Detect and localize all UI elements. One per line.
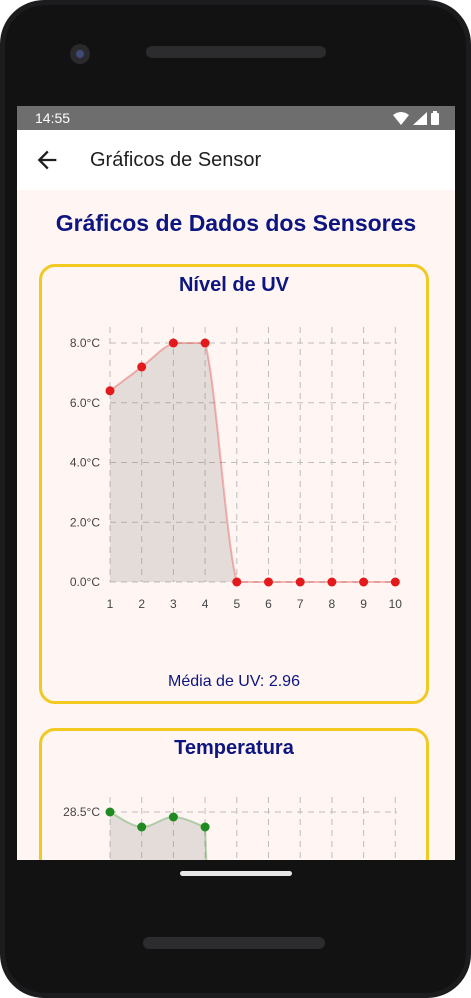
status-icons — [393, 111, 439, 125]
uv-area — [110, 343, 396, 582]
uv-x-tick-label: 8 — [329, 597, 336, 611]
uv-data-point — [200, 338, 210, 348]
uv-x-tick-label: 6 — [265, 597, 272, 611]
page-title: Gráficos de Dados dos Sensores — [55, 210, 417, 236]
uv-chart-card: Nível de UV 0.0°C 2.0°C 4.0°C 6.0°C 8.0°C 1 2 3… — [39, 264, 429, 704]
home-indicator[interactable] — [180, 871, 292, 876]
temperature-chart: 28.5°C — [63, 797, 397, 860]
wifi-icon — [393, 111, 409, 125]
uv-y-tick-label: 2.0°C — [70, 515, 100, 529]
uv-chart-title: Nível de UV — [178, 274, 290, 296]
uv-x-tick-label: 10 — [389, 597, 403, 611]
temp-data-point — [200, 822, 210, 832]
temp-area — [110, 812, 207, 860]
battery-icon — [431, 111, 439, 125]
uv-x-tick-label: 4 — [202, 597, 209, 611]
arrow-left-icon[interactable] — [33, 146, 61, 174]
uv-data-point — [264, 577, 273, 587]
app-bar: Gráficos de Sensor — [17, 130, 455, 190]
uv-data-point — [359, 577, 369, 587]
uv-chart: 0.0°C 2.0°C 4.0°C 6.0°C 8.0°C 1 2 3 4 5 6 7 8 9 10 — [70, 327, 403, 611]
temp-data-point — [137, 822, 147, 832]
uv-x-tick-label: 1 — [107, 597, 114, 611]
temperature-chart-title: Temperatura — [174, 737, 294, 759]
screen: 14:55 Gráficos de Sensor Gráficos de Dad… — [17, 106, 455, 860]
app-bar-title: Gráficos de Sensor — [90, 149, 262, 171]
front-camera — [70, 44, 90, 64]
temp-series-line — [109, 811, 208, 860]
uv-data-point — [168, 338, 178, 348]
temp-data-point — [168, 812, 178, 822]
uv-y-tick-label: 0.0°C — [70, 575, 100, 589]
temp-data-point — [105, 807, 115, 817]
uv-x-tick-label: 9 — [360, 597, 367, 611]
bottom-speaker — [143, 937, 325, 949]
uv-data-point — [390, 577, 400, 587]
uv-data-point — [327, 577, 337, 587]
earpiece-speaker — [146, 46, 326, 58]
uv-x-tick-label: 3 — [170, 597, 177, 611]
status-time: 14:55 — [35, 110, 71, 126]
uv-data-point — [295, 577, 305, 587]
uv-x-tick-label: 7 — [297, 597, 304, 611]
status-bar: 14:55 — [17, 106, 455, 130]
uv-average-label: Média de UV: 2.96 — [168, 673, 300, 690]
uv-x-tick-label: 5 — [233, 597, 240, 611]
uv-data-point — [137, 362, 147, 372]
uv-data-point — [232, 577, 242, 587]
uv-y-tick-label: 8.0°C — [70, 336, 100, 350]
uv-y-tick-label: 4.0°C — [70, 456, 100, 470]
uv-y-tick-label: 6.0°C — [70, 396, 100, 410]
uv-x-tick-label: 2 — [138, 597, 145, 611]
temperature-chart-card: Temperatura 28.5°C — [39, 728, 429, 860]
uv-data-point — [105, 386, 115, 396]
temp-y-tick-label: 28.5°C — [63, 805, 100, 819]
signal-icon — [413, 111, 427, 125]
